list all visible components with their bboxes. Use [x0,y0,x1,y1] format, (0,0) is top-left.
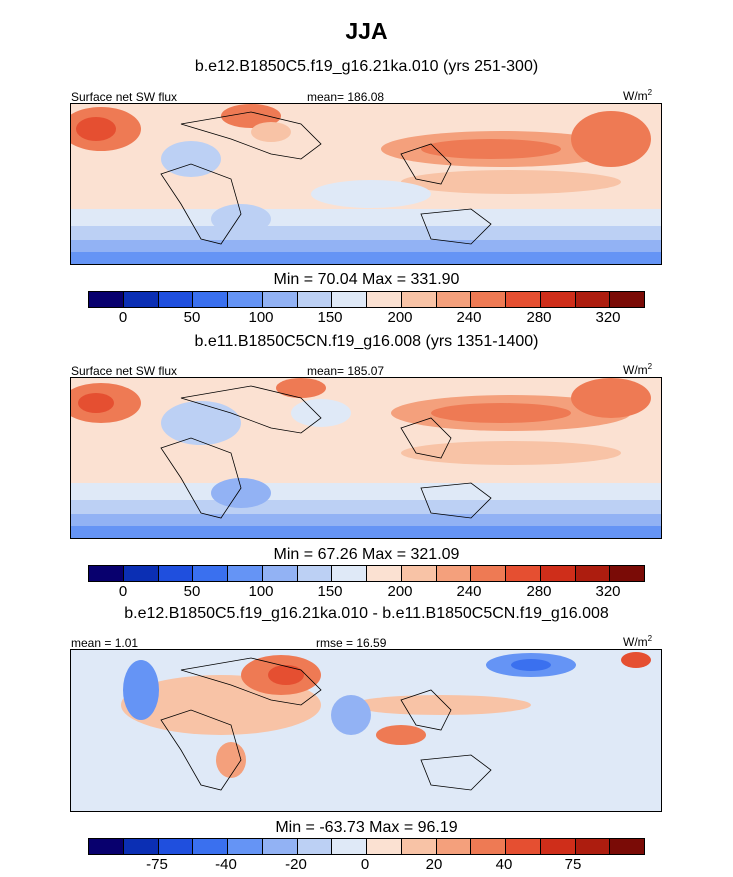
colorbar-2-tick-label: 50 [183,583,201,600]
colorbar-3-swatch [436,839,472,854]
colorbar-3-swatch [367,839,402,854]
colorbar-1-swatch [367,292,402,307]
colorbar-3-swatch [89,839,124,854]
colorbar-2-swatch [228,566,263,581]
panel-3-mean-label: mean = 1.01 [71,636,139,650]
colorbar-1-swatch [471,292,506,307]
colorbar-1-tick-label: 100 [248,309,274,326]
colorbar-2-swatch [575,566,611,581]
panel-1-units: W/m2 [623,88,653,103]
colorbar-1-tick-label: 200 [387,309,413,326]
colorbar-3-swatch [540,839,576,854]
colorbar-1-swatch [575,292,611,307]
colorbar-3-swatch [158,839,194,854]
colorbar-3-swatch [297,839,333,854]
colorbar-1-swatch [540,292,576,307]
colorbar-3-swatch [471,839,506,854]
colorbar-1-tick-label: 50 [183,309,201,326]
panel-3-rmse-label: rmse = 16.59 [316,636,387,650]
colorbar-1-tick-label: 150 [317,309,343,326]
colorbar-3-tick-label: -20 [285,856,307,873]
colorbar-2-swatch [401,566,437,581]
colorbar-2-swatch [123,566,159,581]
colorbar-3-swatch [575,839,611,854]
colorbar-3-swatch [193,839,228,854]
colorbar-2-swatch [332,566,367,581]
colorbar-2-tick-label: 200 [387,583,413,600]
colorbar-1-tick-label: 320 [595,309,621,326]
panel-1-title: b.e12.B1850C5.f19_g16.21ka.010 (yrs 251-… [194,58,539,75]
colorbar-1-swatch [506,292,541,307]
colorbar-3-swatch [228,839,263,854]
colorbar-1-swatch [89,292,124,307]
panel-3-title: b.e12.B1850C5.f19_g16.21ka.010 - b.e11.B… [124,605,609,622]
colorbar-2-swatch [89,566,124,581]
panel-1-map [70,103,662,265]
colorbar-3-swatch [506,839,541,854]
colorbar-3-swatch [123,839,159,854]
colorbar-1-swatch [297,292,333,307]
panel-3-map [70,649,662,812]
colorbar-3-tick-label: -75 [146,856,168,873]
panel-2-units: W/m2 [623,362,653,377]
colorbar-2-tick-label: 280 [526,583,552,600]
colorbar-2-tick-label: 240 [456,583,482,600]
panel-1-mean-label: mean= 186.08 [307,90,385,104]
colorbar-1-tick-label: 280 [526,309,552,326]
colorbar-2-swatch [436,566,472,581]
colorbar-1-tick-label: 240 [456,309,482,326]
colorbar-1-swatch [228,292,263,307]
panel-1-stats: Min = 70.04 Max = 331.90 [273,271,460,288]
colorbar-3-swatch [401,839,437,854]
panel-2-mean-label: mean= 185.07 [307,364,385,378]
panel-2-title: b.e11.B1850C5CN.f19_g16.008 (yrs 1351-14… [194,333,539,350]
colorbar-2-tick-label: 0 [118,583,128,600]
colorbar-3-swatch [332,839,367,854]
colorbar-3-tick-label: 40 [495,856,513,873]
colorbar-2-swatch [540,566,576,581]
panel-3-map-svg [71,650,661,811]
colorbar-2-tick-label: 150 [317,583,343,600]
panel-2-variable-label: Surface net SW flux [71,364,178,378]
panel-1-variable-label: Surface net SW flux [71,90,178,104]
colorbar-1-swatch [123,292,159,307]
colorbar-2 [88,565,645,582]
colorbar-3-tick-label: -40 [215,856,237,873]
colorbar-1 [88,291,645,308]
colorbar-2-tick-label: 320 [595,583,621,600]
colorbar-2-swatch [297,566,333,581]
colorbar-2-swatch [471,566,506,581]
colorbar-1-swatch [436,292,472,307]
panel-3-units: W/m2 [623,634,653,649]
colorbar-1-swatch [158,292,194,307]
colorbar-2-swatch [506,566,541,581]
colorbar-3-swatch [610,839,644,854]
colorbar-1-swatch [401,292,437,307]
colorbar-2-swatch [158,566,194,581]
colorbar-2-swatch [367,566,402,581]
panel-2-stats: Min = 67.26 Max = 321.09 [273,546,460,563]
colorbar-2-swatch [610,566,644,581]
page-title: JJA [345,18,388,44]
colorbar-1-swatch [262,292,298,307]
panel-1-map-svg [71,104,661,264]
colorbar-2-swatch [193,566,228,581]
colorbar-3 [88,838,645,855]
colorbar-2-swatch [262,566,298,581]
colorbar-1-swatch [193,292,228,307]
colorbar-3-swatch [262,839,298,854]
colorbar-1-tick-label: 0 [118,309,128,326]
panel-3-stats: Min = -63.73 Max = 96.19 [275,819,458,836]
colorbar-2-tick-label: 100 [248,583,274,600]
colorbar-3-tick-label: 75 [564,856,582,873]
colorbar-3-tick-label: 0 [360,856,370,873]
panel-2-map-svg [71,378,661,538]
colorbar-1-swatch [610,292,644,307]
colorbar-3-tick-label: 20 [425,856,443,873]
colorbar-1-swatch [332,292,367,307]
panel-2-map [70,377,662,539]
